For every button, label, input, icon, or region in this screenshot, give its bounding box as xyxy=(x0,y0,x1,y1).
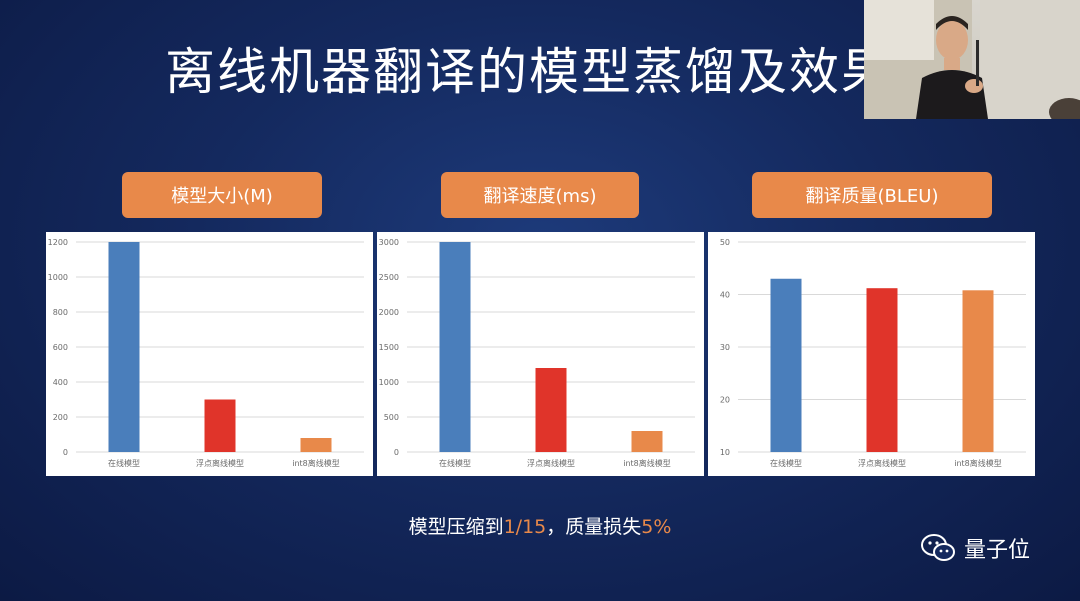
bar-3 xyxy=(300,438,332,452)
y-tick-label: 0 xyxy=(63,448,68,457)
model-size-chart: 0 200 400 600 800 1000 1200 在线模型 浮点离线模型 int8离线模型 xyxy=(48,238,364,468)
y-tick-label: 2000 xyxy=(379,308,399,317)
bar-1 xyxy=(770,278,802,452)
y-tick-label: 200 xyxy=(53,413,68,422)
chart-2-panel: 0 500 1000 1500 2000 2500 3000 在线模型 浮点离线模型 int8离线… xyxy=(377,232,704,476)
y-tick-label: 1500 xyxy=(379,343,399,352)
presenter-webcam xyxy=(864,0,1080,119)
bar-1 xyxy=(108,242,140,452)
category-label: 浮点离线模型 xyxy=(196,458,244,468)
category-label: int8离线模型 xyxy=(954,458,1002,468)
y-tick-label: 1200 xyxy=(48,238,68,247)
y-tick-label: 3000 xyxy=(379,238,399,247)
y-tick-label: 30 xyxy=(720,343,730,352)
chart-3-panel: 10 20 30 40 50 在线模型 浮点离线模型 int8离线模型 xyxy=(708,232,1035,476)
summary-loss: 5% xyxy=(641,516,672,538)
bar-3 xyxy=(962,290,994,452)
y-tick-label: 2500 xyxy=(379,273,399,282)
y-tick-label: 1000 xyxy=(379,378,399,387)
chart-1-panel: 0 200 400 600 800 1000 1200 在线模型 浮点离线模型 int8离线模型 xyxy=(46,232,373,476)
category-label: 在线模型 xyxy=(108,458,140,468)
summary-middle: ，质量损失 xyxy=(546,516,642,538)
bar-2 xyxy=(535,368,567,452)
category-label: 在线模型 xyxy=(770,458,802,468)
translation-speed-chart: 0 500 1000 1500 2000 2500 3000 在线模型 浮点离线模型 int8离线… xyxy=(379,238,695,468)
bar-2 xyxy=(866,288,898,452)
y-tick-label: 600 xyxy=(53,343,68,352)
category-label: int8离线模型 xyxy=(292,458,340,468)
y-tick-label: 0 xyxy=(394,448,399,457)
y-tick-label: 10 xyxy=(720,448,730,457)
y-tick-label: 40 xyxy=(720,291,730,300)
summary-prefix: 模型压缩到 xyxy=(408,516,504,538)
bar-2 xyxy=(204,399,236,452)
y-tick-label: 400 xyxy=(53,378,68,387)
bar-3 xyxy=(631,431,663,452)
y-tick-label: 20 xyxy=(720,396,730,405)
translation-quality-chart: 10 20 30 40 50 在线模型 浮点离线模型 int8离线模型 xyxy=(720,238,1026,468)
watermark-text: 量子位 xyxy=(964,538,1031,563)
summary-line: 模型压缩到1/15，质量损失5% xyxy=(0,512,1080,539)
summary-ratio: 1/15 xyxy=(503,516,547,538)
category-label: int8离线模型 xyxy=(623,458,671,468)
chart-2-title: 翻译速度(ms) xyxy=(441,172,639,218)
wechat-icon xyxy=(921,534,955,561)
watermark: 量子位 xyxy=(920,532,1030,564)
y-tick-label: 800 xyxy=(53,308,68,317)
chart-1-title: 模型大小(M) xyxy=(122,172,322,218)
slide-title: 离线机器翻译的模型蒸馏及效果 xyxy=(165,43,893,101)
category-label: 浮点离线模型 xyxy=(527,458,575,468)
y-tick-label: 1000 xyxy=(48,273,68,282)
y-tick-label: 50 xyxy=(720,238,730,247)
chart-3-title: 翻译质量(BLEU) xyxy=(752,172,992,218)
category-label: 在线模型 xyxy=(439,458,471,468)
category-label: 浮点离线模型 xyxy=(858,458,906,468)
bar-1 xyxy=(439,242,471,452)
y-tick-label: 500 xyxy=(384,413,399,422)
